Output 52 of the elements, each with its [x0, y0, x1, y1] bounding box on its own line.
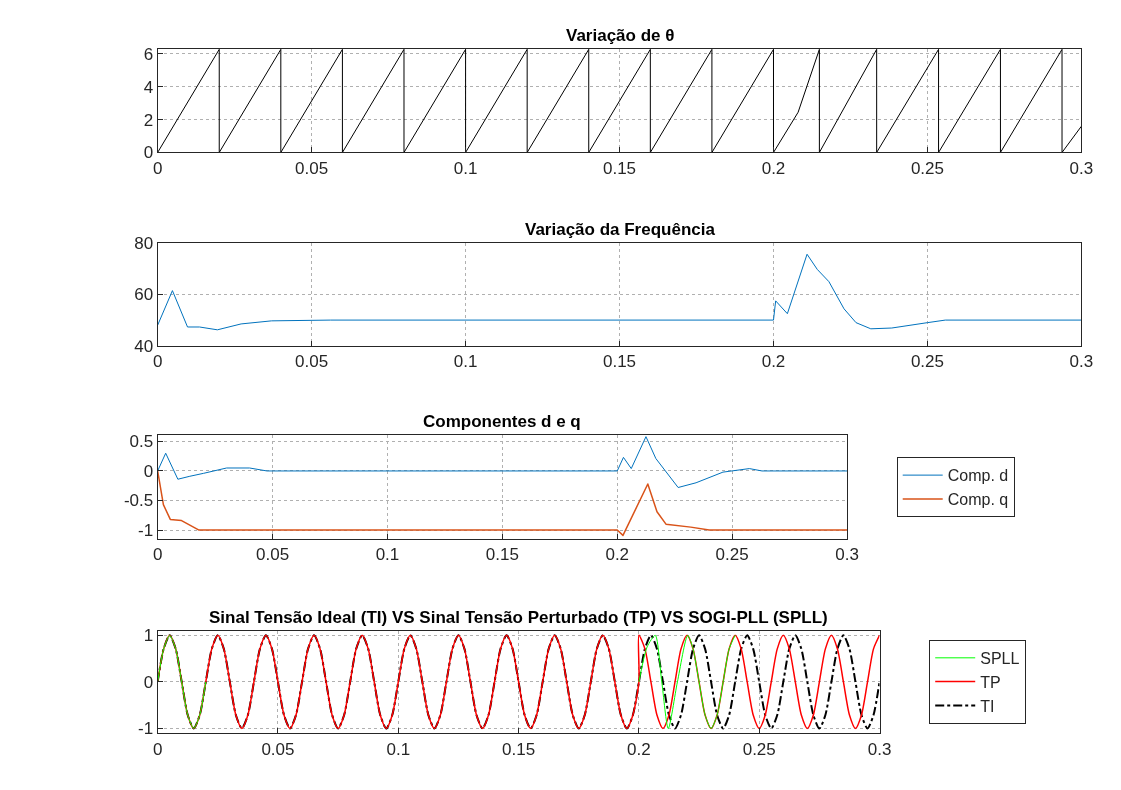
- y-tick-label: 2: [143, 110, 154, 130]
- x-tick-label: 0.25: [715, 545, 749, 565]
- line-series: [157, 49, 1082, 153]
- x-tick-label: 0.2: [761, 158, 786, 178]
- y-tick-label: 0: [143, 672, 154, 692]
- y-tick-label: 40: [134, 336, 154, 356]
- y-tick-label: 4: [143, 77, 154, 97]
- x-tick-label: 0.25: [742, 739, 776, 759]
- y-tick-label: 80: [134, 234, 154, 254]
- x-tick-label: 0.05: [256, 545, 290, 565]
- x-tick-label: 0.3: [867, 739, 892, 759]
- line-series: [157, 436, 848, 489]
- x-tick-label: 0.15: [502, 739, 536, 759]
- x-tick-label: 0.1: [453, 352, 478, 372]
- x-tick-label: 0.1: [386, 739, 411, 759]
- x-tick-label: 0.25: [910, 352, 945, 372]
- x-tick-label: 0.15: [602, 158, 637, 178]
- x-tick-label: 0.05: [261, 739, 295, 759]
- y-tick-label: -1: [138, 719, 154, 739]
- x-tick-label: 0.1: [453, 158, 478, 178]
- legend-label: SPLL: [980, 650, 1020, 668]
- x-tick-label: 0.3: [1069, 158, 1094, 178]
- y-tick-label: 60: [134, 285, 154, 305]
- chart-title: Variação da Frequência: [525, 220, 716, 239]
- chart-title: Variação de θ: [566, 26, 675, 45]
- line-series: [157, 634, 880, 730]
- y-tick-label: 6: [143, 44, 154, 64]
- chart-title: Sinal Tensão Ideal (TI) VS Sinal Tensão Perturbado (TP) VS SOGI-PLL (SPLL): [209, 608, 828, 627]
- x-tick-label: 0.25: [910, 158, 945, 178]
- legend-label: TI: [980, 697, 995, 715]
- chart-title: Componentes d e q: [423, 412, 581, 431]
- line-series: [157, 253, 1082, 331]
- legend-label: Comp. d: [947, 467, 1009, 485]
- legend-label: TP: [980, 673, 1001, 691]
- y-tick-label: 0: [143, 461, 154, 481]
- x-tick-label: 0.05: [295, 158, 329, 178]
- x-tick-label: 0.2: [605, 545, 630, 565]
- y-tick-label: 0.5: [129, 432, 154, 452]
- y-tick-label: -0.5: [123, 491, 154, 511]
- x-tick-label: 0.3: [835, 545, 859, 565]
- legend-label: Comp. q: [947, 491, 1009, 509]
- y-tick-label: 0: [143, 143, 154, 163]
- y-tick-label: -1: [138, 521, 154, 541]
- x-tick-label: 0.05: [295, 352, 329, 372]
- x-tick-label: 0.3: [1069, 352, 1094, 372]
- line-series: [157, 470, 848, 537]
- x-tick-label: 0.2: [761, 352, 786, 372]
- x-tick-label: 0.1: [375, 545, 400, 565]
- y-tick-label: 1: [143, 626, 154, 646]
- x-tick-label: 0.15: [485, 545, 519, 565]
- x-tick-label: 0.2: [627, 739, 651, 759]
- x-tick-label: 0.15: [602, 352, 637, 372]
